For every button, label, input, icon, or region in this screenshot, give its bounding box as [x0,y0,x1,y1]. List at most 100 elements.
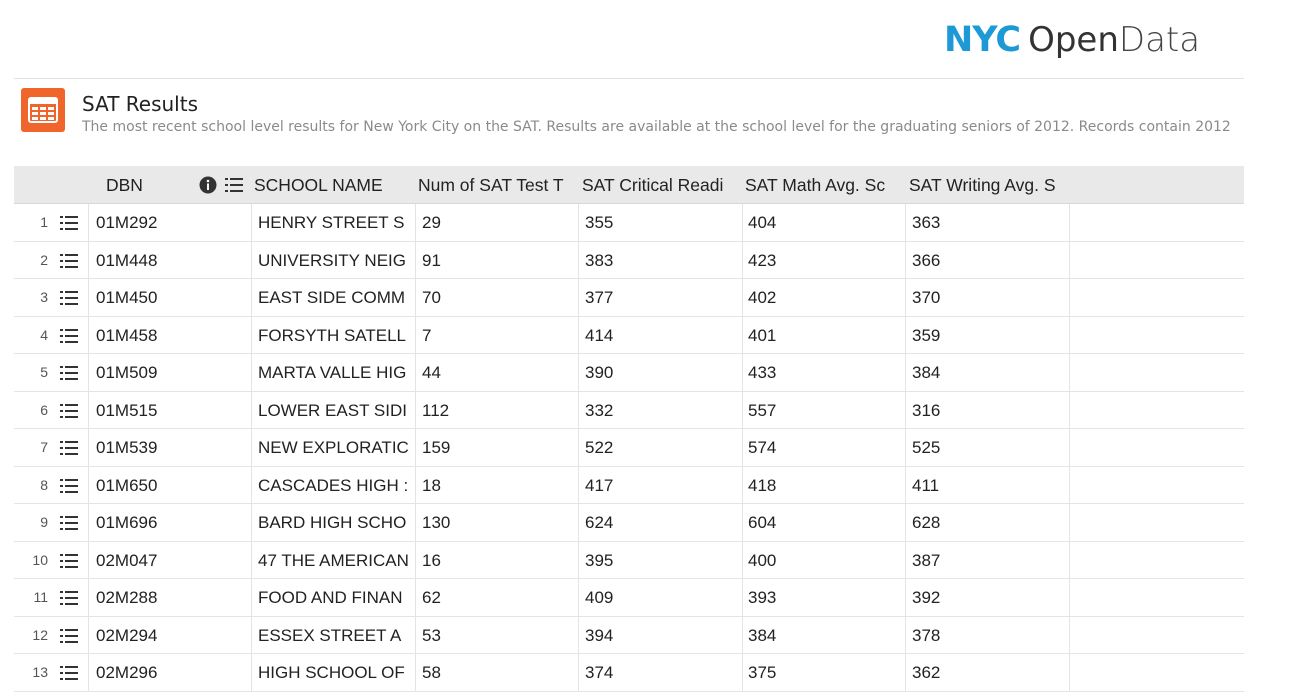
cell-school-name[interactable]: NEW EXPLORATIC [258,438,409,457]
cell-writing[interactable]: 362 [912,663,941,682]
table-row[interactable]: 4 01M458 FORSYTH SATELL 7 414 401 359 [14,316,1244,354]
cell-math[interactable]: 402 [748,288,777,307]
cell-reading[interactable]: 355 [585,213,614,232]
cell-writing[interactable]: 370 [912,288,941,307]
cell-writing[interactable]: 384 [912,363,941,382]
column-menu-icon[interactable] [225,178,243,192]
cell-num-takers[interactable]: 18 [422,475,441,495]
cell-num-takers[interactable]: 130 [422,513,451,532]
cell-dbn[interactable]: 01M696 [96,513,158,532]
cell-dbn[interactable]: 01M515 [96,400,158,420]
table-row[interactable]: 1 01M292 HENRY STREET S 29 355 404 363 [14,204,1244,242]
row-details-icon[interactable] [60,366,78,380]
cell-reading[interactable]: 383 [585,250,614,270]
cell-math[interactable]: 375 [748,663,777,682]
info-icon[interactable] [199,176,217,194]
cell-writing[interactable]: 316 [912,400,941,420]
cell-writing[interactable]: 411 [912,475,940,495]
row-details-icon[interactable] [60,553,78,568]
table-row[interactable]: 13 02M296 HIGH SCHOOL OF 58 374 375 362 [14,654,1244,692]
cell-num-takers[interactable]: 58 [422,663,441,682]
cell-dbn[interactable]: 01M539 [96,438,158,457]
cell-dbn[interactable]: 01M650 [96,475,158,495]
cell-reading[interactable]: 390 [585,363,614,382]
cell-num-takers[interactable]: 70 [422,288,441,307]
cell-reading[interactable]: 417 [585,475,614,495]
cell-school-name[interactable]: HENRY STREET S [258,213,405,232]
cell-school-name[interactable]: ESSEX STREET A [258,625,402,645]
cell-school-name[interactable]: FORSYTH SATELL [258,325,406,345]
cell-reading[interactable]: 377 [585,288,614,307]
cell-dbn[interactable]: 01M450 [96,288,158,307]
cell-reading[interactable]: 522 [585,438,614,457]
cell-reading[interactable]: 395 [585,550,614,570]
cell-reading[interactable]: 414 [585,325,614,345]
table-row[interactable]: 6 01M515 LOWER EAST SIDI 112 332 557 316 [14,391,1244,429]
cell-num-takers[interactable]: 91 [422,250,441,270]
table-row[interactable]: 9 01M696 BARD HIGH SCHO 130 624 604 628 [14,504,1244,542]
cell-writing[interactable]: 359 [912,325,941,345]
cell-dbn[interactable]: 01M509 [96,363,158,382]
column-header-num-takers[interactable]: Num of SAT Test T [418,175,564,195]
table-row[interactable]: 11 02M288 FOOD AND FINAN 62 409 393 392 [14,579,1244,617]
row-details-icon[interactable] [60,328,78,343]
cell-school-name[interactable]: EAST SIDE COMM [258,288,406,307]
column-header-dbn[interactable]: DBN [106,175,143,195]
cell-math[interactable]: 604 [748,513,777,532]
table-row[interactable]: 5 01M509 MARTA VALLE HIG 44 390 433 384 [14,354,1244,392]
cell-num-takers[interactable]: 29 [422,213,441,232]
cell-writing[interactable]: 628 [912,513,941,532]
row-details-icon[interactable] [60,478,78,493]
cell-school-name[interactable]: HIGH SCHOOL OF [258,663,405,682]
cell-writing[interactable]: 525 [912,438,941,457]
cell-writing[interactable]: 363 [912,213,941,232]
cell-school-name[interactable]: 47 THE AMERICAN [258,550,409,570]
cell-reading[interactable]: 374 [585,663,614,682]
cell-math[interactable]: 404 [748,213,777,232]
row-details-icon[interactable] [60,666,78,680]
cell-school-name[interactable]: FOOD AND FINAN [258,588,403,607]
row-details-icon[interactable] [60,253,78,268]
cell-math[interactable]: 423 [748,250,777,270]
row-details-icon[interactable] [60,403,78,418]
cell-dbn[interactable]: 01M448 [96,250,158,270]
cell-dbn[interactable]: 01M292 [96,213,158,232]
row-details-icon[interactable] [60,291,78,305]
table-row[interactable]: 8 01M650 CASCADES HIGH : 18 417 418 411 [14,466,1244,504]
row-details-icon[interactable] [60,516,78,530]
cell-school-name[interactable]: CASCADES HIGH : [258,475,409,495]
cell-reading[interactable]: 394 [585,625,614,645]
column-header-writing[interactable]: SAT Writing Avg. S [909,175,1056,195]
column-header-school-name[interactable]: SCHOOL NAME [254,175,383,195]
cell-school-name[interactable]: MARTA VALLE HIG [258,363,407,382]
row-details-icon[interactable] [60,216,78,230]
table-row[interactable]: 10 02M047 47 THE AMERICAN 16 395 400 387 [14,541,1244,579]
cell-math[interactable]: 433 [748,363,777,382]
column-header-math[interactable]: SAT Math Avg. Sc [745,175,886,195]
cell-num-takers[interactable]: 62 [422,588,441,607]
cell-dbn[interactable]: 01M458 [96,325,158,345]
cell-math[interactable]: 574 [748,438,777,457]
table-row[interactable]: 7 01M539 NEW EXPLORATIC 159 522 574 525 [14,429,1244,467]
cell-writing[interactable]: 387 [912,550,941,570]
cell-math[interactable]: 557 [748,400,777,420]
cell-num-takers[interactable]: 53 [422,625,441,645]
cell-num-takers[interactable]: 44 [422,363,441,382]
cell-math[interactable]: 401 [748,325,777,345]
cell-writing[interactable]: 378 [912,625,941,645]
row-details-icon[interactable] [60,441,78,455]
cell-dbn[interactable]: 02M296 [96,663,158,682]
cell-writing[interactable]: 366 [912,250,941,270]
cell-dbn[interactable]: 02M294 [96,625,158,645]
cell-reading[interactable]: 409 [585,588,614,607]
table-row[interactable]: 3 01M450 EAST SIDE COMM 70 377 402 370 [14,279,1244,317]
cell-writing[interactable]: 392 [912,588,941,607]
cell-dbn[interactable]: 02M288 [96,588,158,607]
cell-num-takers[interactable]: 112 [422,400,450,420]
cell-math[interactable]: 384 [748,625,777,645]
row-details-icon[interactable] [60,591,78,605]
cell-reading[interactable]: 332 [585,400,614,420]
table-row[interactable]: 2 01M448 UNIVERSITY NEIG 91 383 423 366 [14,241,1244,279]
cell-dbn[interactable]: 02M047 [96,550,158,570]
cell-num-takers[interactable]: 16 [422,550,441,570]
